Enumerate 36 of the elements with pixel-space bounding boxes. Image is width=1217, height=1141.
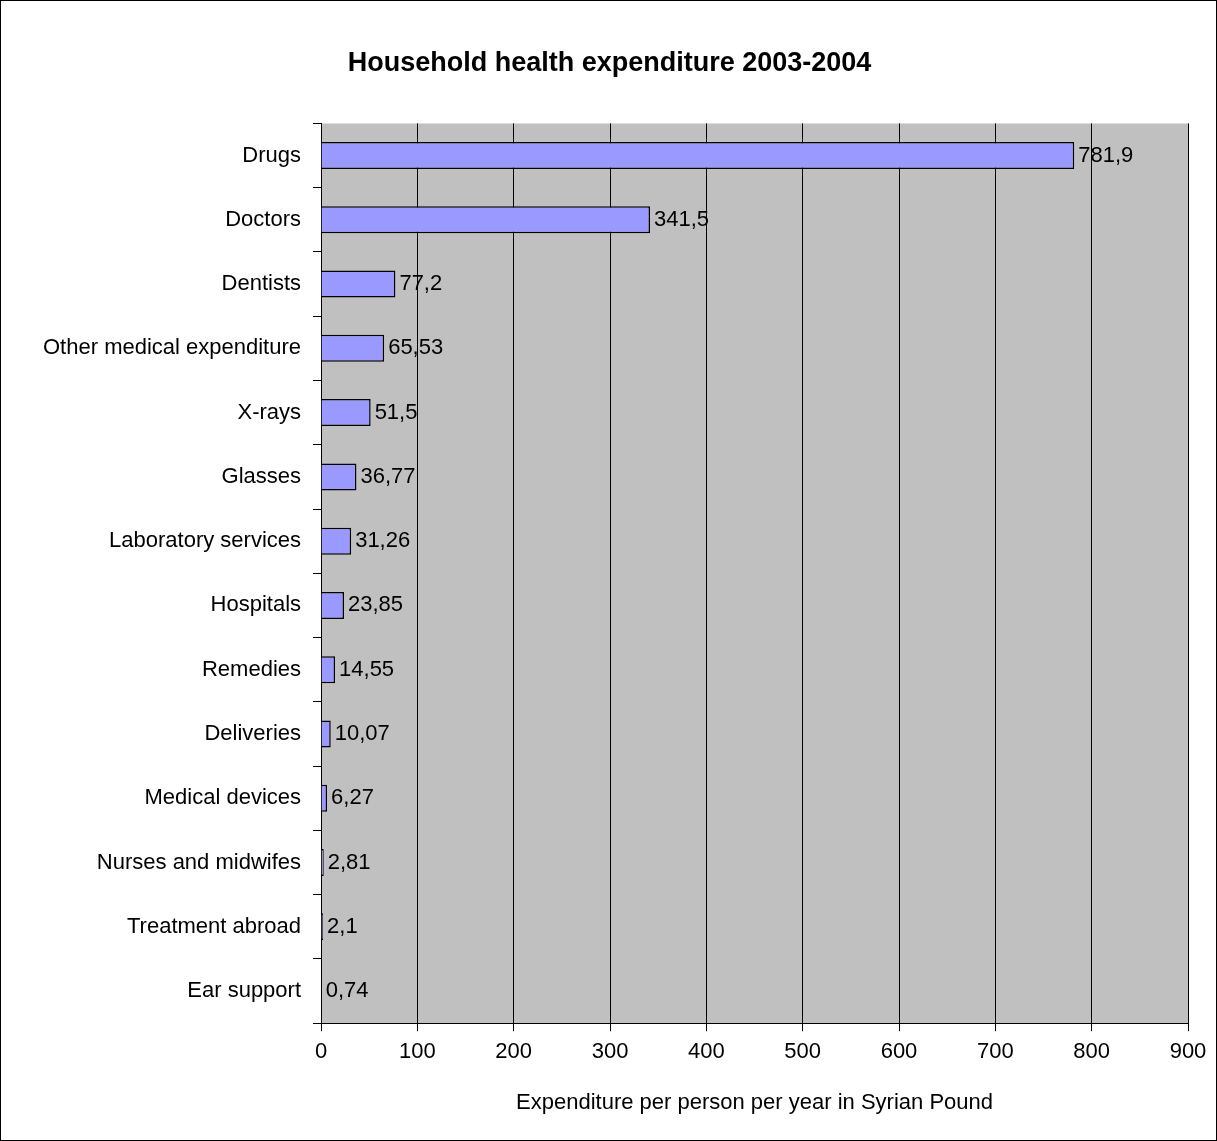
x-tick-label: 0 — [314, 1038, 328, 1064]
y-tick-label: Medical devices — [144, 784, 302, 810]
x-tick-label: 600 — [880, 1038, 918, 1064]
data-label: 31,26 — [355, 527, 411, 553]
y-tick-label: Remedies — [201, 655, 302, 681]
y-tick-label: X-rays — [237, 398, 302, 424]
data-label: 10,07 — [334, 720, 390, 746]
y-tick-label: Deliveries — [204, 720, 302, 746]
y-tick-label: Ear support — [187, 977, 302, 1003]
chart-title: Household health expenditure 2003-2004 — [347, 46, 872, 77]
y-tick-label: Dentists — [221, 270, 302, 296]
y-tick-label: Hospitals — [210, 591, 302, 617]
data-label: 51,5 — [374, 398, 418, 424]
x-tick-label: 300 — [591, 1038, 629, 1064]
x-tick-label: 400 — [687, 1038, 725, 1064]
data-label: 6,27 — [331, 784, 374, 810]
x-tick-label: 200 — [495, 1038, 533, 1064]
data-label: 14,55 — [339, 655, 395, 681]
x-axis-title: Expenditure per person per year in Syrian Pound — [516, 1088, 993, 1114]
x-tick-label: 800 — [1073, 1038, 1111, 1064]
data-label: 2,81 — [327, 848, 371, 874]
data-label: 0,74 — [325, 977, 369, 1003]
y-tick-label: Laboratory services — [109, 527, 302, 553]
data-label: 36,77 — [360, 462, 416, 488]
x-tick-label: 100 — [399, 1038, 436, 1064]
y-tick-label: Nurses and midwifes — [96, 848, 302, 874]
y-tick-label: Drugs — [242, 141, 302, 167]
x-tick-label: 500 — [784, 1038, 822, 1064]
data-label: 23,85 — [348, 591, 404, 617]
data-label: 2,1 — [327, 912, 358, 938]
y-tick-label: Other medical expenditure — [43, 334, 302, 360]
y-tick-label: Treatment abroad — [126, 912, 302, 938]
y-tick-label: Glasses — [221, 462, 302, 488]
y-tick-label: Doctors — [225, 205, 302, 231]
x-tick-label: 700 — [976, 1038, 1014, 1064]
x-tick-label: 900 — [1169, 1038, 1207, 1064]
